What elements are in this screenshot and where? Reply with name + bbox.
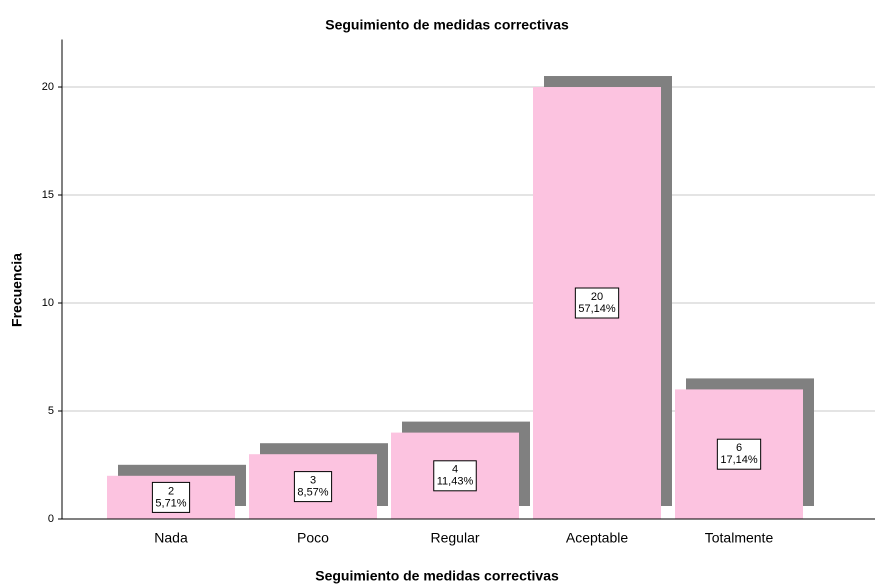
data-label-percent: 11,43% [437,476,474,488]
data-label-box [433,460,477,492]
data-label: 25,71% [151,481,191,513]
data-label: 411,43% [433,460,477,492]
data-label-count: 3 [310,475,316,487]
x-tick-label: Nada [154,530,188,546]
x-tick-label: Poco [297,530,329,546]
y-tick-label: 15 [42,189,54,201]
data-label-percent: 5,71% [155,497,186,509]
y-tick-label: 0 [48,513,54,525]
data-label: 617,14% [716,438,762,470]
data-label-box [293,471,333,503]
data-label: 38,57% [293,471,333,503]
x-tick-label: Totalmente [705,530,774,546]
y-tick-label: 20 [42,81,54,93]
data-label-count: 20 [591,291,603,303]
chart-title: Seguimiento de medidas correctivas [325,17,569,33]
y-tick-label: 5 [48,405,54,417]
data-label-percent: 57,14% [578,303,616,315]
y-axis-title: Frecuencia [9,253,25,327]
data-label-percent: 17,14% [720,454,758,466]
x-tick-label: Aceptable [566,530,628,546]
data-label-count: 4 [452,464,458,476]
data-label-count: 6 [736,442,742,454]
x-tick-label: Regular [430,530,479,546]
y-tick-label: 10 [42,297,54,309]
data-label-percent: 8,57% [297,487,328,499]
data-label-count: 2 [168,485,174,497]
x-axis-title: Seguimiento de medidas correctivas [315,568,559,584]
data-label-box [716,438,762,470]
data-label-box [151,481,191,513]
data-label-box [574,287,620,319]
